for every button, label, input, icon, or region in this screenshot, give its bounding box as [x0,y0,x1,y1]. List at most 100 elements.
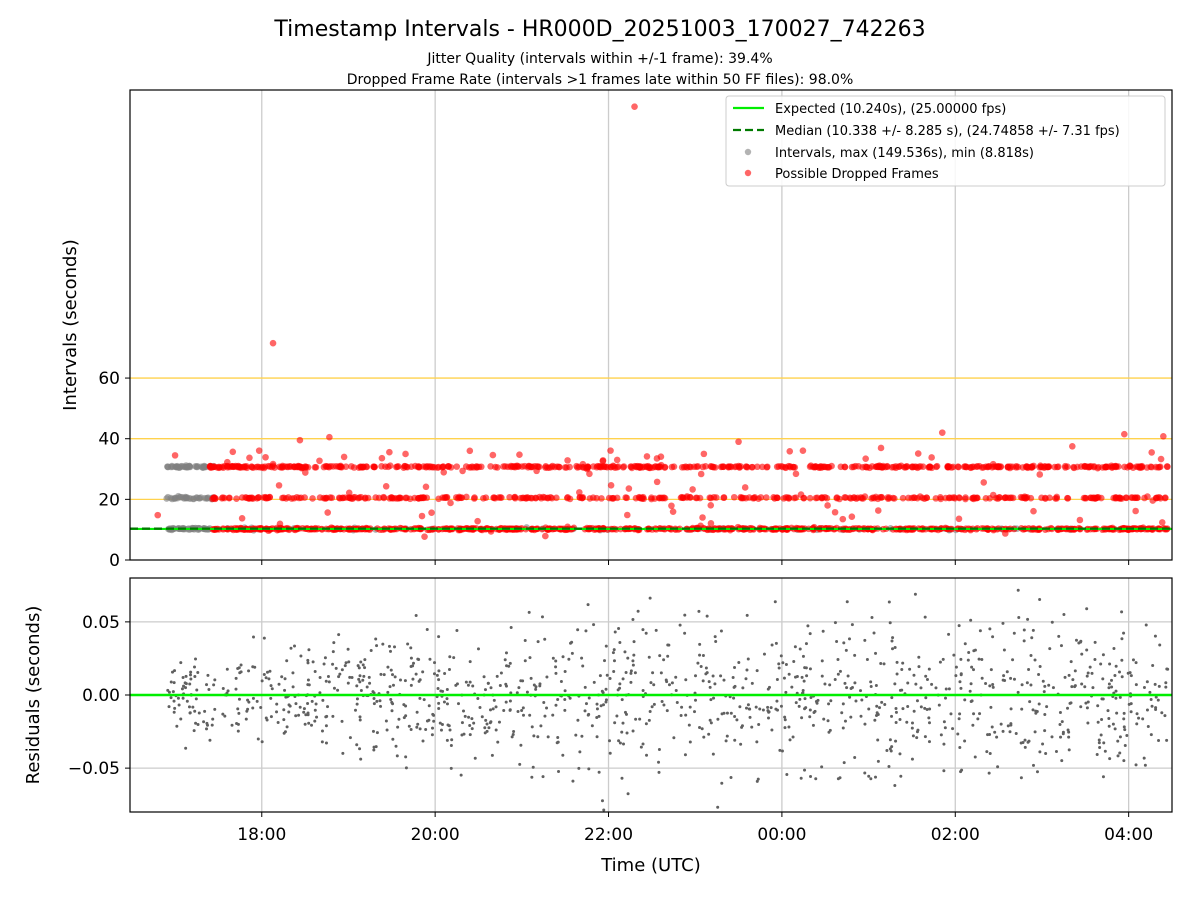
residual-point [294,714,298,718]
residual-point [578,750,582,754]
residual-point [993,730,997,734]
residual-point [397,717,401,721]
residual-point [1009,676,1013,680]
dropped-frame-point [216,464,223,471]
residual-point [528,656,532,660]
residual-point [299,654,303,658]
residual-point [602,703,606,707]
residual-point [698,653,702,657]
residual-point [713,682,717,686]
residual-point [284,695,288,699]
residual-point [777,662,781,666]
residual-point [843,681,847,685]
residual-point [910,726,914,730]
residual-point [260,679,264,683]
residual-point [350,676,354,680]
residual-point [1043,729,1047,733]
residual-point [912,673,916,677]
dropped-frame-point [275,482,283,489]
dropped-frame-point [763,463,771,471]
residual-point [746,703,750,707]
residual-point [431,726,435,730]
residual-point [409,728,413,732]
residual-point [489,686,493,690]
dropped-frame-point [522,495,530,502]
residual-point [762,652,766,656]
residual-point [701,679,705,683]
residual-point [958,746,962,750]
residual-point [733,665,737,669]
residual-point [648,709,652,713]
residual-point [359,660,363,664]
residual-point [657,760,661,764]
residual-point [745,706,749,710]
residual-point [900,668,904,672]
residual-point [1050,620,1054,624]
residual-point [826,719,830,723]
residual-point [443,671,447,675]
residual-point [576,628,580,632]
residual-point [554,665,558,669]
residual-point [604,687,608,691]
residual-point [803,666,807,670]
residual-point [306,702,310,706]
dropped-frame-point [1157,463,1164,471]
dropped-frame-point [1163,463,1171,470]
residual-point [1085,648,1089,652]
residual-point [1067,748,1071,752]
residual-point [525,690,529,694]
residual-point [670,681,674,685]
residual-point [488,721,492,725]
residual-point [800,675,804,679]
dropped-frame-point [1076,516,1084,524]
dropped-frame-point [309,495,316,502]
residual-point [1025,681,1029,685]
residual-point [800,716,804,720]
residual-point [442,700,446,704]
residual-point [367,675,371,679]
residual-point [407,724,411,728]
dropped-frame-point [687,463,694,471]
residual-point [887,600,891,604]
dropped-frame-point [821,493,829,501]
residual-point [989,668,993,672]
residual-point [310,723,314,727]
residual-point [873,718,877,722]
residual-point [845,600,849,604]
residual-point [1108,662,1112,666]
residual-point [348,675,352,679]
dropped-frame-point [443,494,450,502]
dropped-frame-point [246,454,253,462]
residual-point [556,740,560,744]
residual-point [624,670,628,674]
intervals-y-tick-label: 0 [109,551,120,571]
residual-point [492,698,496,702]
residual-point [1101,653,1105,657]
residual-point [991,635,995,639]
residual-point [707,732,711,736]
residual-point [927,667,931,671]
residual-point [1145,708,1149,712]
dropped-frame-point [659,494,666,502]
residual-point [315,715,319,719]
residual-point [530,775,534,779]
residual-point [1156,698,1160,702]
residual-point [280,675,284,679]
intervals-y-tick-label: 40 [98,430,120,450]
dropped-frame-point [841,494,849,501]
residual-point [724,739,728,743]
dropped-frame-point [378,454,386,462]
residual-point [791,735,795,739]
residual-point [432,719,436,723]
residual-point [411,677,415,681]
dropped-frame-point [697,470,705,478]
dropped-frame-point [877,444,885,452]
dropped-frame-point [518,463,526,470]
residual-point [616,688,620,692]
dropped-frame-point [1087,494,1095,502]
residual-point [323,656,327,660]
residual-point [508,661,512,665]
residual-point [713,635,717,639]
residual-point [325,714,329,718]
residual-point [770,643,774,647]
